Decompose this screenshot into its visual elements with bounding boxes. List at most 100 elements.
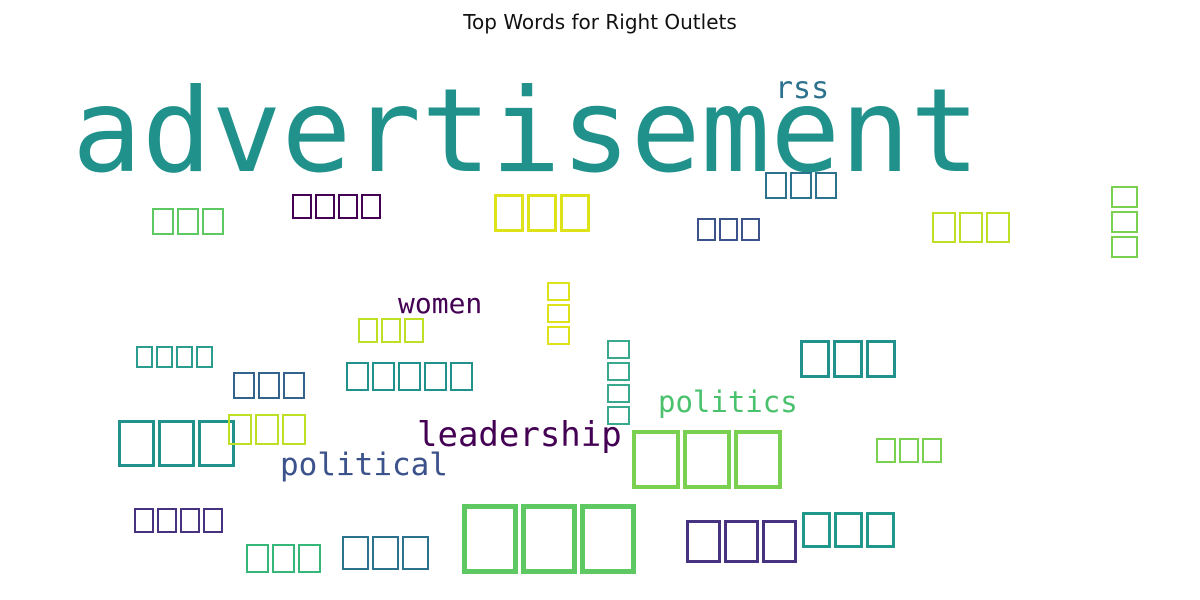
glyph-box bbox=[790, 172, 812, 199]
glyph-box bbox=[1111, 236, 1138, 258]
glyph-box bbox=[298, 544, 321, 573]
glyph-word bbox=[1111, 186, 1138, 261]
glyph-box bbox=[450, 362, 473, 391]
glyph-box bbox=[876, 438, 896, 463]
word-politics: politics bbox=[658, 385, 798, 419]
glyph-box bbox=[282, 414, 306, 445]
glyph-box bbox=[1111, 186, 1138, 208]
glyph-box bbox=[404, 318, 424, 343]
glyph-word bbox=[462, 504, 639, 574]
glyph-box bbox=[494, 194, 524, 232]
glyph-box bbox=[136, 346, 153, 368]
glyph-box bbox=[272, 544, 295, 573]
glyph-box bbox=[521, 504, 577, 574]
glyph-box bbox=[258, 372, 280, 399]
glyph-box bbox=[358, 318, 378, 343]
word-political: political bbox=[280, 447, 448, 483]
glyph-box bbox=[398, 362, 421, 391]
word-leadership: leadership bbox=[417, 415, 622, 455]
glyph-box bbox=[986, 212, 1010, 243]
glyph-word bbox=[346, 362, 476, 391]
glyph-box bbox=[932, 212, 956, 243]
glyph-word bbox=[152, 208, 227, 235]
cloud-title: Top Words for Right Outlets bbox=[463, 10, 737, 34]
glyph-box bbox=[118, 420, 155, 467]
glyph-box bbox=[866, 340, 896, 378]
glyph-box bbox=[815, 172, 837, 199]
glyph-box bbox=[315, 194, 335, 219]
glyph-box bbox=[202, 208, 224, 235]
glyph-word bbox=[118, 420, 238, 467]
glyph-box bbox=[292, 194, 312, 219]
glyph-box bbox=[607, 406, 630, 425]
glyph-box bbox=[228, 414, 252, 445]
glyph-box bbox=[203, 508, 223, 533]
glyph-box bbox=[959, 212, 983, 243]
glyph-word bbox=[228, 414, 309, 445]
glyph-word bbox=[246, 544, 324, 573]
glyph-box bbox=[338, 194, 358, 219]
glyph-word bbox=[494, 194, 593, 232]
glyph-box bbox=[834, 512, 863, 548]
glyph-box bbox=[246, 544, 269, 573]
glyph-box bbox=[255, 414, 279, 445]
glyph-box bbox=[560, 194, 590, 232]
glyph-box bbox=[547, 326, 570, 345]
glyph-box bbox=[632, 430, 680, 489]
glyph-box bbox=[765, 172, 787, 199]
glyph-box bbox=[346, 362, 369, 391]
glyph-box bbox=[899, 438, 919, 463]
glyph-box bbox=[607, 340, 630, 359]
word-women: women bbox=[398, 287, 483, 320]
glyph-box bbox=[462, 504, 518, 574]
glyph-box bbox=[158, 420, 195, 467]
glyph-box bbox=[734, 430, 782, 489]
glyph-word bbox=[607, 340, 630, 428]
glyph-box bbox=[607, 384, 630, 403]
glyph-box bbox=[697, 218, 716, 241]
glyph-box bbox=[196, 346, 213, 368]
glyph-box bbox=[527, 194, 557, 232]
glyph-box bbox=[342, 536, 369, 570]
glyph-box bbox=[866, 512, 895, 548]
glyph-box bbox=[372, 362, 395, 391]
glyph-word bbox=[292, 194, 384, 219]
glyph-word bbox=[233, 372, 308, 399]
glyph-box bbox=[762, 520, 797, 563]
glyph-word bbox=[342, 536, 432, 570]
glyph-word bbox=[802, 512, 898, 548]
glyph-box bbox=[152, 208, 174, 235]
word-rss: rss bbox=[775, 71, 830, 106]
glyph-word bbox=[686, 520, 800, 563]
glyph-box bbox=[361, 194, 381, 219]
glyph-box bbox=[180, 508, 200, 533]
glyph-word bbox=[632, 430, 785, 489]
glyph-box bbox=[800, 340, 830, 378]
glyph-box bbox=[157, 508, 177, 533]
glyph-box bbox=[283, 372, 305, 399]
glyph-box bbox=[724, 520, 759, 563]
glyph-word bbox=[765, 172, 840, 199]
glyph-box bbox=[922, 438, 942, 463]
glyph-box bbox=[176, 346, 193, 368]
glyph-box bbox=[741, 218, 760, 241]
glyph-word bbox=[547, 282, 570, 348]
word-advertisement: advertisement bbox=[72, 64, 980, 199]
glyph-box bbox=[381, 318, 401, 343]
glyph-word bbox=[134, 508, 226, 533]
glyph-word bbox=[358, 318, 427, 343]
glyph-box bbox=[134, 508, 154, 533]
glyph-box bbox=[233, 372, 255, 399]
glyph-box bbox=[580, 504, 636, 574]
glyph-word bbox=[697, 218, 763, 241]
glyph-box bbox=[177, 208, 199, 235]
glyph-box bbox=[1111, 211, 1138, 233]
glyph-box bbox=[156, 346, 173, 368]
glyph-box bbox=[833, 340, 863, 378]
glyph-box bbox=[402, 536, 429, 570]
glyph-box bbox=[372, 536, 399, 570]
glyph-box bbox=[607, 362, 630, 381]
glyph-box bbox=[802, 512, 831, 548]
glyph-box bbox=[547, 304, 570, 323]
glyph-box bbox=[719, 218, 738, 241]
